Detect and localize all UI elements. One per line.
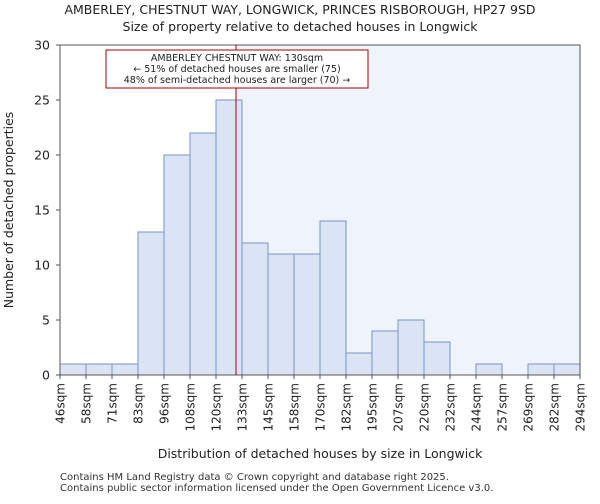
annotation-line: AMBERLEY CHESTNUT WAY: 130sqm [151,53,323,64]
bar [293,253,321,376]
x-tick-label: 294sqm [574,383,588,431]
x-tick-label: 170sqm [314,383,328,431]
bar [475,363,503,376]
x-tick-label: 269sqm [522,383,536,431]
y-tick-label: 20 [34,148,50,163]
bar [527,363,555,376]
y-tick-label: 15 [34,203,50,218]
x-tick-label: 220sqm [418,383,432,431]
y-tick-label: 30 [34,38,50,53]
x-tick-label: 133sqm [236,383,250,431]
x-tick-label: 244sqm [470,383,484,431]
annotation-line: ← 51% of detached houses are smaller (75… [133,64,340,75]
bar [267,253,295,376]
chart-title: AMBERLEY, CHESTNUT WAY, LONGWICK, PRINCE… [64,2,535,17]
footer-licence: Contains public sector information licen… [60,483,494,494]
bar [59,363,87,376]
annotation-line: 48% of semi-detached houses are larger (… [124,75,351,86]
annotation-box [105,49,369,89]
bar [189,132,217,376]
x-tick-label: 182sqm [340,383,354,431]
y-tick-label: 5 [42,313,50,328]
bar [423,341,451,376]
bar [345,352,373,376]
x-tick-label: 232sqm [444,383,458,431]
bar [397,319,425,376]
bar [371,330,399,376]
x-tick-label: 158sqm [288,383,302,431]
bar [163,154,191,376]
x-tick-label: 58sqm [80,383,94,424]
x-tick-label: 108sqm [184,383,198,431]
bar [85,363,113,376]
x-tick-label: 207sqm [392,383,406,431]
y-tick-label: 10 [34,258,50,273]
bar [319,220,347,376]
bar [137,231,165,376]
bar [215,99,243,376]
x-tick-label: 257sqm [496,383,510,431]
x-tick-label: 83sqm [132,383,146,424]
x-tick-label: 46sqm [54,383,68,424]
y-tick-label: 25 [34,93,50,108]
x-tick-label: 145sqm [262,383,276,431]
bar [553,363,581,376]
x-tick-label: 120sqm [210,383,224,431]
bar [241,242,269,376]
bar [111,363,139,376]
x-tick-label: 71sqm [106,383,120,424]
x-tick-label: 195sqm [366,383,380,431]
y-tick-label: 0 [42,368,50,383]
plot-area: 0 5 10 15 20 25 30 46sqm 58sqm 71sqm 83sqm 96sqm 108… [34,38,587,432]
footer-copyright: Contains HM Land Registry data © Crown c… [60,472,449,483]
y-axis-label: Number of detached properties [1,112,16,309]
chart-subtitle: Size of property relative to detached ho… [123,19,479,34]
x-tick-label: 282sqm [548,383,562,431]
x-tick-label: 96sqm [158,383,172,424]
x-axis-label: Distribution of detached houses by size … [158,446,483,461]
